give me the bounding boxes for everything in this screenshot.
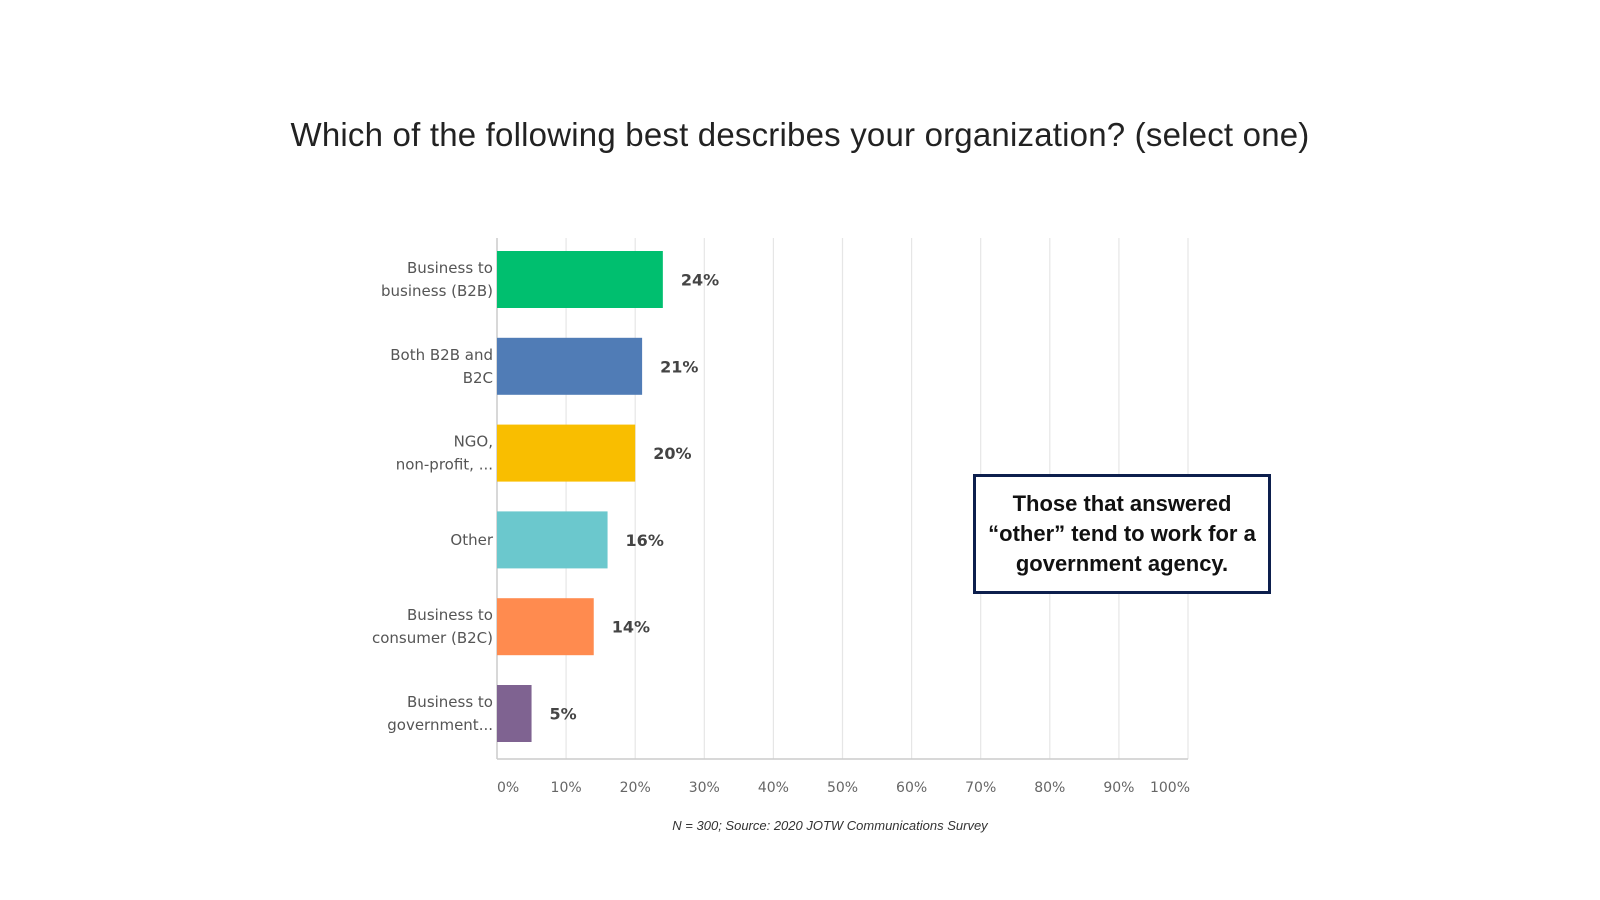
data-label: 24% <box>681 271 719 290</box>
x-tick-label: 90% <box>1103 780 1134 796</box>
bar <box>497 424 636 482</box>
callout-box: Those that answered “other” tend to work… <box>973 474 1271 594</box>
category-label: Other <box>450 531 493 549</box>
category-label-line: NGO, <box>454 433 493 451</box>
bar <box>497 337 643 395</box>
category-label-line: B2C <box>463 369 493 387</box>
category-label-line: Business to <box>407 259 493 277</box>
category-label-line: Business to <box>407 606 493 624</box>
x-tick-label: 100% <box>1150 780 1190 796</box>
data-label: 21% <box>660 357 698 376</box>
bar <box>497 251 663 308</box>
x-tick-label: 40% <box>758 780 789 796</box>
category-label: NGO, non-profit, ... <box>396 433 493 474</box>
data-label: 20% <box>653 444 691 463</box>
category-label: Business to business (B2B) <box>381 259 493 300</box>
category-label-line: business (B2B) <box>381 282 493 300</box>
category-label: Both B2B and B2C <box>390 346 493 387</box>
bar <box>497 598 594 656</box>
x-tick-label: 60% <box>896 780 927 796</box>
source-note: N = 300; Source: 2020 JOTW Communication… <box>672 818 988 833</box>
category-label-line: government... <box>387 716 493 734</box>
x-tick-label: 80% <box>1034 780 1065 796</box>
category-label-line: Business to <box>407 693 493 711</box>
labels: 24% Business to business (B2B) 21% Both B2B … <box>372 259 719 734</box>
chart-title: Which of the following best describes yo… <box>290 116 1310 153</box>
data-label: 14% <box>612 618 650 637</box>
bar <box>497 685 532 742</box>
category-label: Business to consumer (B2C) <box>372 606 493 647</box>
category-label-line: Other <box>450 531 493 549</box>
category-label-line: non-profit, ... <box>396 456 493 474</box>
x-tick-label: 0% <box>497 780 519 796</box>
category-label-line: Both B2B and <box>390 346 493 364</box>
x-tick-label: 30% <box>689 780 720 796</box>
x-tick-label: 70% <box>965 780 996 796</box>
x-axis-ticks: 0% 10% 20% 30% 40% 50% 60% 70% 80% 90% 100% <box>497 780 1190 796</box>
data-label: 5% <box>550 705 577 724</box>
x-tick-label: 50% <box>827 780 858 796</box>
x-tick-label: 20% <box>620 780 651 796</box>
x-tick-label: 10% <box>551 780 582 796</box>
data-label: 16% <box>626 531 664 550</box>
bar <box>497 511 608 569</box>
category-label: Business to government... <box>387 693 493 734</box>
category-label-line: consumer (B2C) <box>372 629 493 647</box>
bars <box>497 251 663 742</box>
